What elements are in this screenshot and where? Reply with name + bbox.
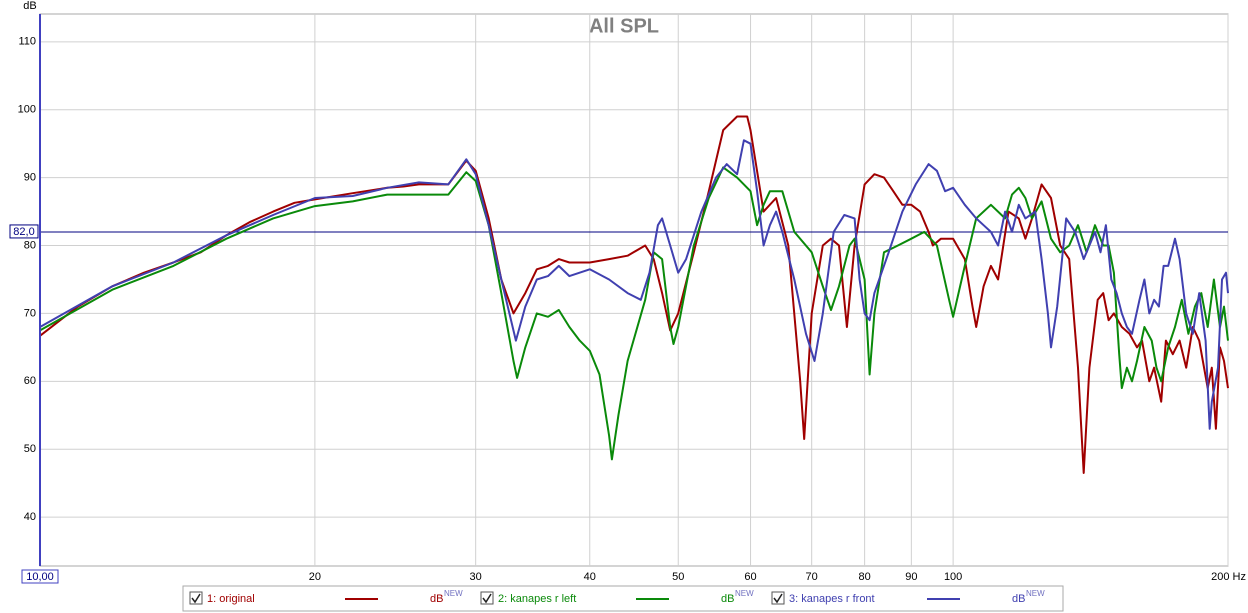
y-tick-label: 110 (18, 36, 36, 48)
legend-unit: dB (430, 593, 443, 605)
legend-unit-sup: NEW (1026, 589, 1045, 598)
x-tick-label: 40 (584, 571, 596, 583)
reference-box (9, 224, 39, 239)
checkmark (482, 593, 492, 604)
legend-unit-sup: NEW (735, 589, 754, 598)
series-line (39, 166, 1229, 461)
x-tick-label: 10,00 (26, 571, 54, 583)
x-tick-label: 100 (944, 571, 962, 583)
y-tick-label: 60 (24, 375, 36, 387)
y-tick-label: 100 (18, 104, 36, 116)
y-tick-label: 70 (24, 307, 36, 319)
legend-label: 2: kanapes r left (498, 593, 576, 605)
legend (182, 585, 1064, 612)
x-tick-label: 200 Hz (1211, 571, 1246, 583)
x-tick-label: 80 (859, 571, 871, 583)
y-tick-label: 40 (24, 511, 36, 523)
legend-checkbox[interactable] (771, 591, 785, 605)
legend-unit: dB (721, 593, 734, 605)
x-start-box (21, 569, 59, 584)
legend-label: 3: kanapes r front (789, 593, 875, 605)
reference-label: 82,0 (13, 226, 34, 238)
series-line (39, 139, 1229, 430)
checkmark (773, 593, 783, 604)
plot-area (39, 13, 1229, 567)
legend-items: 1: original dB NEW 2: kanapes r left dB NEW 3:… (189, 589, 1045, 605)
x-tick-label: 50 (672, 571, 684, 583)
x-tick-label: 70 (806, 571, 818, 583)
checkmark (191, 593, 201, 604)
x-tick-label: 90 (905, 571, 917, 583)
legend-checkbox[interactable] (189, 591, 203, 605)
series-line (39, 115, 1229, 474)
y-tick-label: 50 (24, 443, 36, 455)
y-axis-label: dB (23, 0, 36, 12)
y-tick-label: 80 (24, 239, 36, 251)
x-tick-label: 60 (744, 571, 756, 583)
x-tick-label: 30 (470, 571, 482, 583)
x-tick-label: 20 (309, 571, 321, 583)
y-tick-label: 90 (24, 172, 36, 184)
legend-label: 1: original (207, 593, 255, 605)
legend-unit: dB (1012, 593, 1025, 605)
grid (39, 14, 1229, 566)
legend-unit-sup: NEW (444, 589, 463, 598)
legend-checkbox[interactable] (480, 591, 494, 605)
lines (39, 115, 1229, 474)
chart-title: All SPL (589, 15, 659, 37)
